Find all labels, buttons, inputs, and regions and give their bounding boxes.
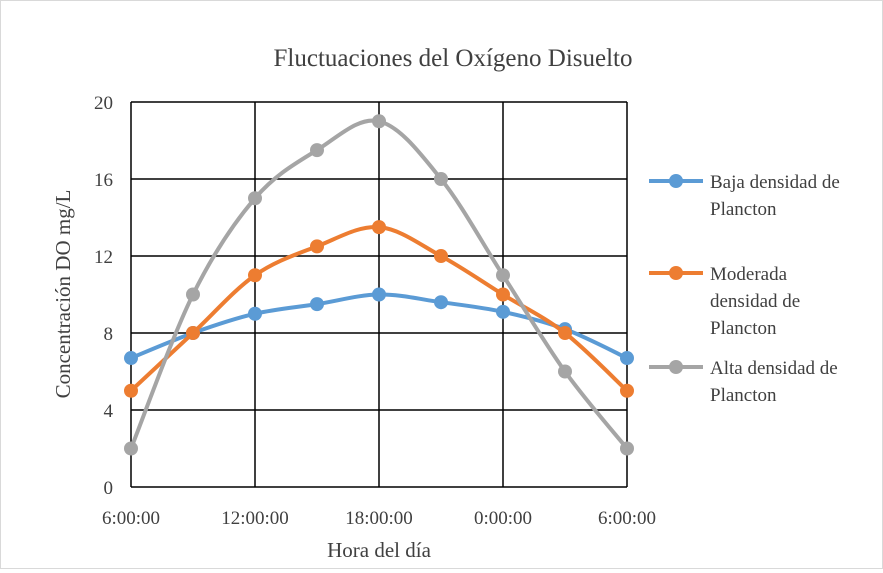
y-tick-label: 4 <box>104 401 114 422</box>
data-point <box>558 364 572 379</box>
data-point <box>434 172 448 186</box>
data-point <box>620 351 634 366</box>
data-point <box>186 287 200 302</box>
x-axis-title: Hora del día <box>327 538 431 562</box>
legend-marker <box>669 266 683 280</box>
data-point <box>124 441 138 456</box>
data-point <box>372 287 386 302</box>
data-point <box>186 326 200 340</box>
y-tick-label: 0 <box>104 478 114 499</box>
legend-label: Plancton <box>710 199 777 220</box>
y-axis-ticks: 0 4 8 12 16 20 <box>94 93 114 499</box>
data-point <box>434 295 448 310</box>
data-point <box>558 326 572 340</box>
legend-label: Plancton <box>710 385 777 406</box>
legend-label: Baja densidad de <box>710 172 840 193</box>
series-layer <box>124 114 634 456</box>
data-point <box>310 297 324 312</box>
data-point <box>496 268 510 283</box>
legend-marker <box>669 360 683 374</box>
x-tick-label: 12:00:00 <box>221 508 289 529</box>
x-tick-label: 6:00:00 <box>102 508 160 529</box>
legend-entry: Moderada densidad de Plancton <box>649 264 800 339</box>
legend-label: densidad de <box>710 291 800 312</box>
legend-entry: Alta densidad de Plancton <box>649 358 838 406</box>
data-point <box>310 239 324 254</box>
series-2 <box>124 220 634 398</box>
y-tick-label: 12 <box>94 247 113 268</box>
legend-label: Moderada <box>710 264 788 285</box>
data-point <box>248 306 262 321</box>
x-tick-label: 6:00:00 <box>598 508 656 529</box>
data-point <box>372 114 386 129</box>
x-tick-label: 0:00:00 <box>474 508 532 529</box>
data-point <box>434 249 448 263</box>
data-point <box>372 220 386 235</box>
data-point <box>248 191 262 206</box>
x-axis-ticks: 6:00:00 12:00:00 18:00:00 0:00:00 6:00:00 <box>102 508 656 529</box>
data-point <box>124 383 138 398</box>
data-point <box>496 287 510 302</box>
y-axis-title: Concentración DO mg/L <box>51 190 75 399</box>
data-point <box>248 268 262 283</box>
data-point <box>310 143 324 158</box>
data-point <box>620 383 634 398</box>
chart-title: Fluctuaciones del Oxígeno Disuelto <box>274 45 633 72</box>
series-3 <box>124 114 634 456</box>
y-tick-label: 20 <box>94 93 113 114</box>
legend-marker <box>669 174 683 188</box>
data-point <box>124 351 138 366</box>
y-tick-label: 8 <box>104 324 114 345</box>
legend-label: Plancton <box>710 318 777 339</box>
x-tick-label: 18:00:00 <box>345 508 413 529</box>
data-point <box>620 441 634 456</box>
data-point <box>496 304 510 319</box>
legend-entry: Baja densidad de Plancton <box>649 172 840 220</box>
legend: Baja densidad de Plancton Moderada densidad… <box>649 172 840 406</box>
y-tick-label: 16 <box>94 170 113 191</box>
legend-label: Alta densidad de <box>710 358 838 379</box>
